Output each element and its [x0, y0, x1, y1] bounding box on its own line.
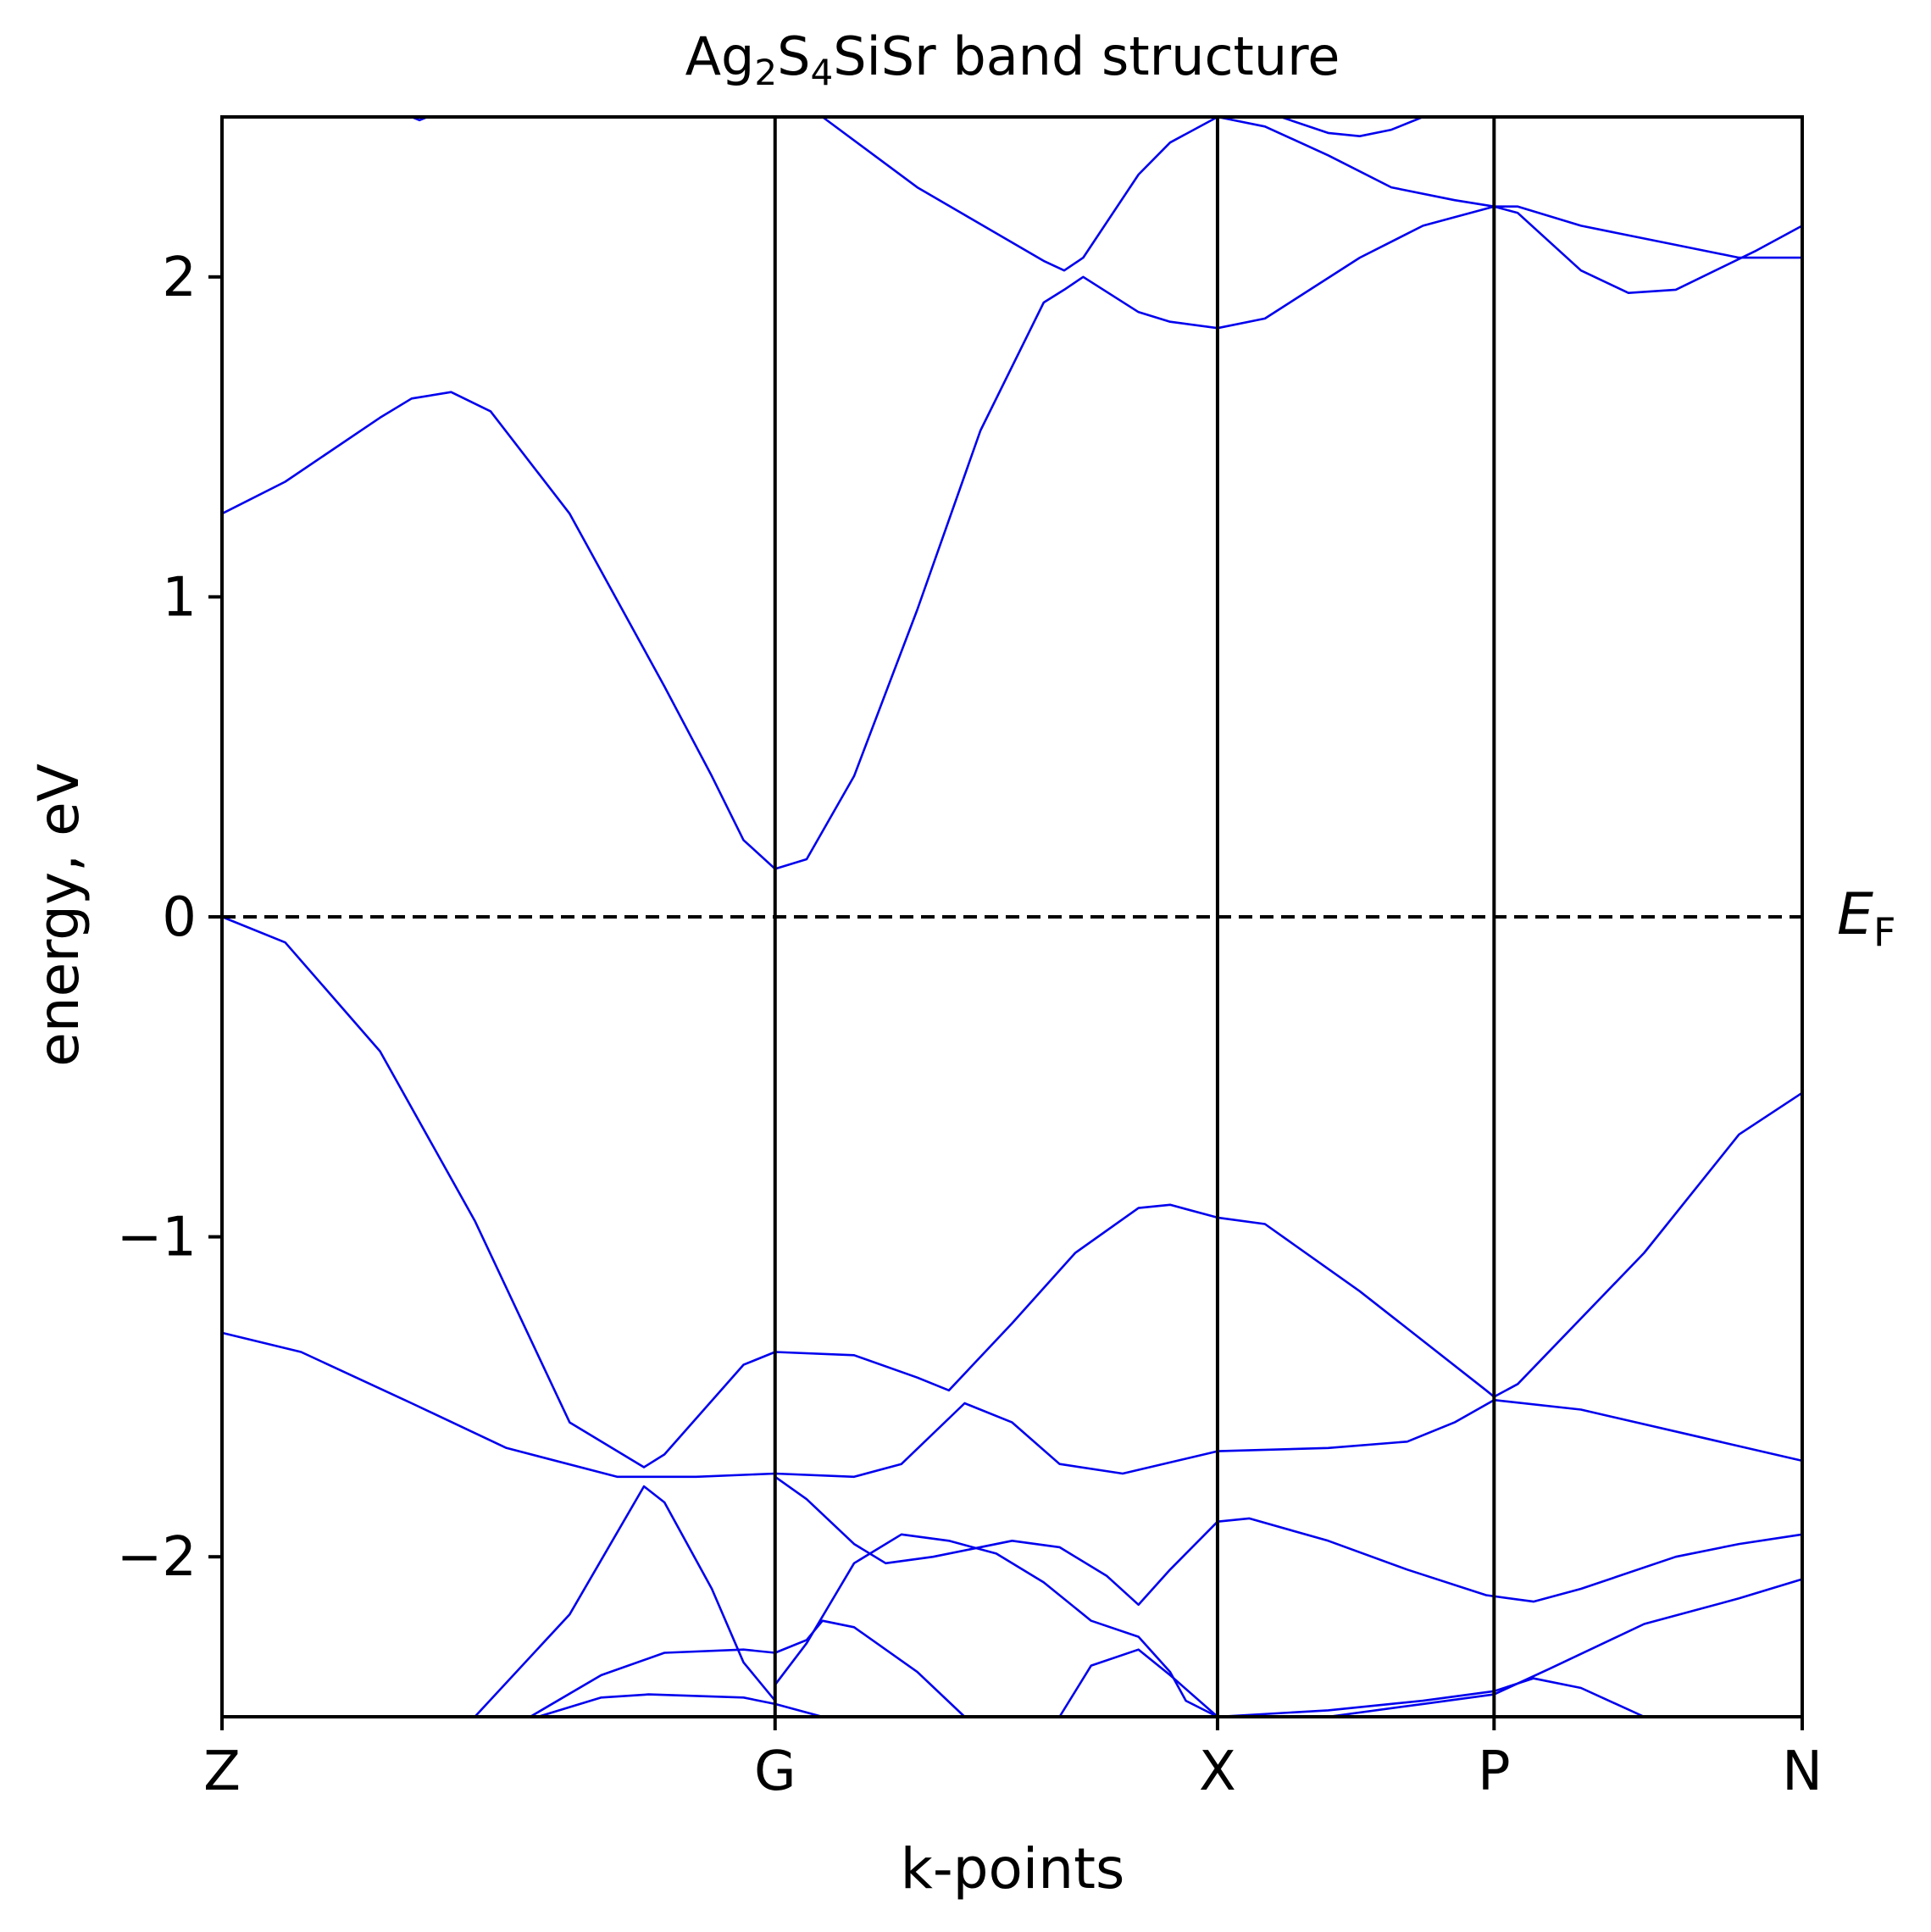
y-axis-label: energy, eV	[26, 763, 92, 1067]
title-mid: S	[777, 25, 810, 87]
title-suffix: SiSr band structure	[833, 25, 1340, 87]
band-line-14	[1280, 115, 1423, 137]
band-line-7	[537, 1693, 824, 1718]
y-axis: −2 −1 0 1 2	[117, 247, 222, 1589]
x-tick-label-X: X	[1199, 1740, 1236, 1803]
x-tick-label-N: N	[1782, 1740, 1823, 1803]
fermi-label-subscript: F	[1873, 909, 1895, 955]
band-line-13	[1217, 115, 1802, 259]
title-subscript-1: 2	[754, 52, 777, 93]
band-line-2	[221, 1331, 1803, 1479]
x-tick-label-Z: Z	[203, 1740, 241, 1803]
fermi-label-main: E	[1837, 881, 1873, 948]
y-tick-label--1: −1	[117, 1207, 197, 1269]
x-tick-label-G: G	[754, 1740, 796, 1803]
y-tick-label-0: 0	[162, 886, 197, 949]
band-line-10	[1328, 1578, 1803, 1718]
chart-title: Ag2S4SiSr band structure	[685, 25, 1340, 93]
fermi-level-label: EF	[1837, 881, 1895, 955]
band-line-11	[221, 205, 1803, 870]
y-tick-label--2: −2	[117, 1526, 197, 1589]
title-subscript-2: 4	[810, 52, 833, 93]
y-tick-label-2: 2	[162, 247, 197, 309]
band-line-6	[530, 1619, 966, 1718]
x-tick-label-P: P	[1478, 1740, 1511, 1803]
band-line-1	[221, 915, 1803, 1468]
band-line-4	[774, 1475, 1803, 1607]
band-line-9	[1217, 1677, 1645, 1718]
band-line-12	[821, 115, 1218, 272]
band-line-8	[1058, 1648, 1218, 1718]
band-line-3	[474, 1485, 776, 1718]
title-prefix: Ag	[685, 25, 755, 87]
x-axis-label: k-points	[901, 1836, 1125, 1901]
y-tick-label-1: 1	[162, 566, 197, 629]
